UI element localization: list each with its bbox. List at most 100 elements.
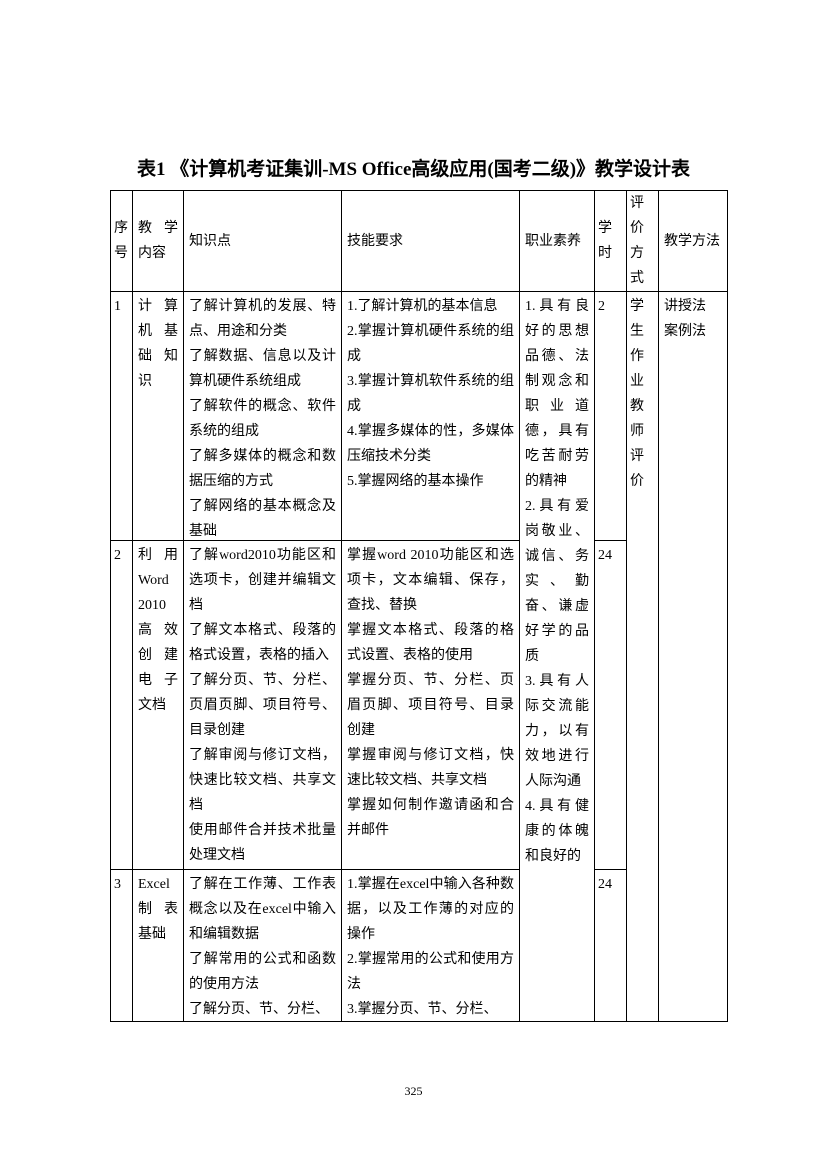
evaluation-header-text: 评价方式 — [630, 196, 644, 286]
quality-text: 1.具有良好的思想品德、法制观念和职业道德，具有吃苦耐劳的精神 — [525, 299, 589, 489]
design-table: 序号 教学内容 知识点 技能要求 职业素养 学时 评价方式 教学方法 1 计算机基础知识 了解计算机… — [110, 190, 728, 1022]
table-row: 3 Excel制表基础 了解在工作薄、工作表概念以及在excel中输入和编辑数据 了解… — [110, 869, 728, 1022]
knowledge: 了解在工作薄、工作表概念以及在excel中输入和编辑数据了解常用的公式和函数的使… — [183, 869, 342, 1022]
knowledge-text: 使用邮件合并技术批量处理文档 — [189, 823, 336, 863]
knowledge-header-content: 知识点 — [184, 191, 341, 291]
content-header-text: 教学内容 — [138, 221, 178, 261]
teaching-content-content: Excel制表基础 — [133, 870, 183, 1021]
table-row: 1 计算机基础知识 了解计算机的发展、特点、用途和分类 了解数据、信息以及计算机硬件系… — [110, 291, 728, 1022]
teaching-content: 计算机基础知识 — [132, 291, 184, 541]
skills-header-content: 技能要求 — [342, 191, 519, 291]
skills-content: 1.掌握在excel中输入各种数据，以及工作薄的对应的操作 2.掌握常用的公式和使… — [342, 870, 519, 1021]
skills-text: 3.掌握分页、节、分栏、 — [347, 1002, 498, 1017]
methods-content: 讲授法 案例法 — [659, 292, 727, 1019]
teaching-content-text: 计算机基础知识 — [138, 299, 178, 389]
skills-content: 1.了解计算机的基本信息 2.掌握计算机硬件系统的组成 3.掌握计算机软件系统的组成… — [342, 292, 519, 540]
row-number-text: 2 — [114, 548, 121, 563]
quality-content: 1.具有良好的思想品德、法制观念和职业道德，具有吃苦耐劳的精神 2.具有爱岗敬业、… — [520, 292, 594, 1019]
row-number-content: 1 — [111, 292, 132, 540]
skills-text: 掌握分页、节、分栏、页眉页脚、项目符号、目录创建 — [347, 673, 514, 738]
hours: 2 — [594, 291, 627, 541]
hours-header-text: 学时 — [598, 221, 612, 261]
no-header-content: 序号 — [111, 191, 132, 291]
page-number: 325 — [404, 1084, 423, 1098]
skills-text: 2.掌握计算机硬件系统的组成 — [347, 324, 514, 364]
skills: 1.掌握在excel中输入各种数据，以及工作薄的对应的操作 2.掌握常用的公式和使… — [341, 869, 520, 1022]
knowledge-text: 了解在工作薄、工作表概念以及在excel中输入和编辑数据 — [189, 877, 336, 942]
hours-header-content: 学时 — [595, 191, 626, 291]
skills-text: 5.掌握网络的基本操作 — [347, 474, 484, 489]
skills-text: 4.掌握多媒体的性，多媒体压缩技术分类 — [347, 424, 514, 464]
skills-text: 2.掌握常用的公式和使用方法 — [347, 952, 514, 992]
knowledge-content: 了解计算机的发展、特点、用途和分类 了解数据、信息以及计算机硬件系统组成 了解软件的… — [184, 292, 341, 540]
knowledge-text: 了解分页、节、分栏、 — [189, 1002, 329, 1017]
knowledge-text: 了解网络的基本概念及基础 — [189, 499, 336, 539]
methods-header-text: 教学方法 — [664, 233, 720, 249]
methods: 讲授法 案例法 — [658, 291, 728, 1022]
teaching-content-text: 利用Word 2010高效创建电子文档 — [138, 548, 178, 713]
row-number: 1 — [110, 291, 133, 541]
content-header: 教学内容 — [132, 190, 184, 292]
hours: 24 — [594, 540, 627, 870]
skills-text: 1.掌握在excel中输入各种数据，以及工作薄的对应的操作 — [347, 877, 514, 942]
header-row: 序号 教学内容 知识点 技能要求 职业素养 学时 评价方式 教学方法 — [110, 190, 728, 292]
hours-content: 24 — [595, 541, 626, 869]
skills-header-text: 技能要求 — [347, 233, 403, 249]
table-title: 表1 《计算机考证集训-MS Office高级应用(国考二级)》教学设计表 — [136, 159, 691, 180]
knowledge-content: 了解在工作薄、工作表概念以及在excel中输入和编辑数据了解常用的公式和函数的使… — [184, 870, 341, 1021]
teaching-content-content: 计算机基础知识 — [133, 292, 183, 540]
knowledge-text: 了解文本格式、段落的格式设置，表格的插入 — [189, 623, 336, 663]
methods-text: 讲授法 — [664, 299, 706, 314]
quality: 1.具有良好的思想品德、法制观念和职业道德，具有吃苦耐劳的精神 2.具有爱岗敬业、… — [519, 291, 595, 1022]
skills-text: 掌握审阅与修订文档，快速比较文档、共享文档 — [347, 748, 514, 788]
knowledge: 了解计算机的发展、特点、用途和分类 了解数据、信息以及计算机硬件系统组成 了解软件的… — [183, 291, 342, 541]
row-number: 3 — [110, 869, 133, 1022]
skills-header: 技能要求 — [341, 190, 520, 292]
knowledge-text: 了解分页、节、分栏、页眉页脚、项目符号、目录创建 — [189, 673, 336, 738]
quality-text: 2.具有爱岗敬业、诚信、务实、勤奋、谦虚好学的品质 — [525, 499, 589, 664]
knowledge-header-text: 知识点 — [189, 233, 231, 249]
knowledge-text: 了解多媒体的概念和数据压缩的方式 — [189, 449, 336, 489]
methods-header-content: 教学方法 — [659, 191, 727, 291]
knowledge-text: 了解word2010功能区和选项卡，创建并编辑文档 — [189, 548, 336, 613]
skills-text: 掌握文本格式、段落的格式设置、表格的使用 — [347, 623, 514, 663]
hours-text: 24 — [598, 877, 612, 892]
hours-header: 学时 — [594, 190, 627, 292]
knowledge-header: 知识点 — [183, 190, 342, 292]
skills: 1.了解计算机的基本信息 2.掌握计算机硬件系统的组成 3.掌握计算机软件系统的组成… — [341, 291, 520, 541]
teaching-content-text: Excel制表基础 — [138, 877, 178, 942]
quality-text: 3.具有人际交流能力，以有效地进行人际沟通 — [525, 674, 589, 789]
skills-content: 掌握word 2010功能区和选项卡，文本编辑、保存，查找、替换掌握文本格式、段… — [342, 541, 519, 869]
knowledge-text: 了解审阅与修订文档，快速比较文档、共享文档 — [189, 748, 336, 813]
knowledge-text: 了解软件的概念、软件系统的组成 — [189, 399, 336, 439]
row-number-content: 2 — [111, 541, 132, 869]
row-number-text: 3 — [114, 877, 121, 892]
quality-text: 4.具有健康的体魄和良好的 — [525, 799, 589, 864]
evaluation: 学生作业教师评价 — [626, 291, 659, 1022]
content-header-content: 教学内容 — [133, 191, 183, 291]
hours-content: 2 — [595, 292, 626, 540]
methods-text: 案例法 — [664, 324, 706, 339]
table-row: 2 利用Word 2010高效创建电子文档 了解word2010功能区和选项卡，创建… — [110, 540, 728, 870]
row-number-content: 3 — [111, 870, 132, 1021]
evaluation-header-content: 评价方式 — [627, 191, 658, 291]
quality-header-content: 职业素养 — [520, 191, 594, 291]
teaching-content: Excel制表基础 — [132, 869, 184, 1022]
hours: 24 — [594, 869, 627, 1022]
evaluation-text: 学生作业教师评价 — [630, 299, 644, 489]
hours-text: 2 — [598, 299, 605, 314]
teaching-content-content: 利用Word 2010高效创建电子文档 — [133, 541, 183, 869]
skills-text: 掌握word 2010功能区和选项卡，文本编辑、保存，查找、替换 — [347, 548, 514, 613]
knowledge-text: 了解数据、信息以及计算机硬件系统组成 — [189, 349, 336, 389]
no-header-text: 序号 — [114, 221, 128, 261]
row-number: 2 — [110, 540, 133, 870]
skills-text: 掌握如何制作邀请函和合并邮件 — [347, 798, 514, 838]
skills-text: 3.掌握计算机软件系统的组成 — [347, 374, 514, 414]
knowledge-content: 了解word2010功能区和选项卡，创建并编辑文档了解文本格式、段落的格式设置，… — [184, 541, 341, 869]
knowledge-text: 了解常用的公式和函数的使用方法 — [189, 952, 336, 992]
quality-header-text: 职业素养 — [525, 233, 581, 249]
skills-text: 1.了解计算机的基本信息 — [347, 299, 498, 314]
quality-header: 职业素养 — [519, 190, 595, 292]
no-header: 序号 — [110, 190, 133, 292]
